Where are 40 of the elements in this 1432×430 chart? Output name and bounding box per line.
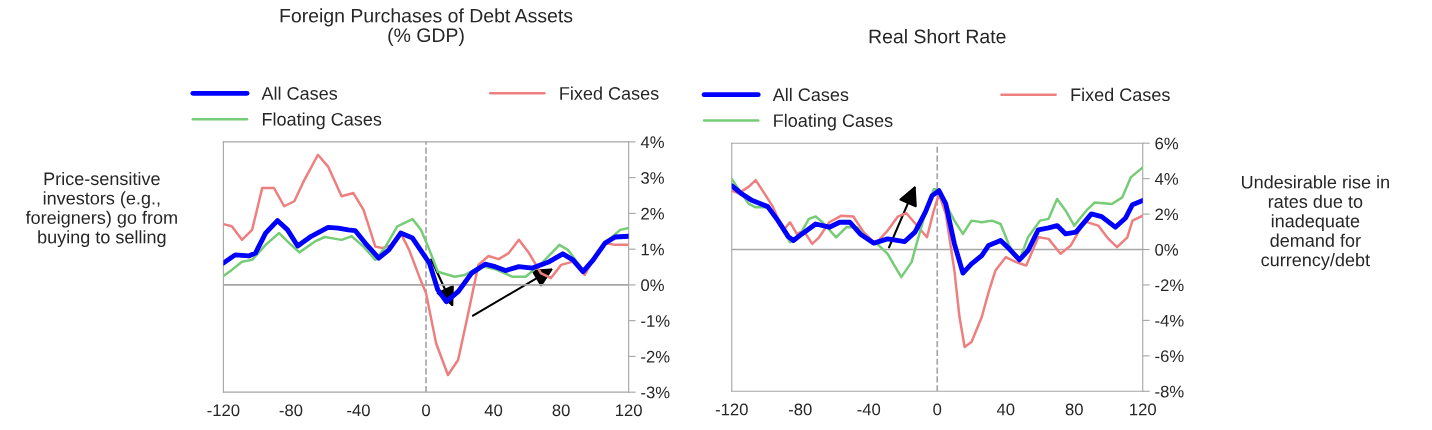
y-tick-label: -2% — [641, 350, 670, 363]
y-tick-label: -2% — [1155, 279, 1184, 292]
y-tick-label: -4% — [1155, 314, 1184, 327]
x-tick-label: -120 — [207, 404, 240, 417]
x-tick-label: 120 — [1130, 403, 1156, 416]
y-tick-label: 0% — [641, 279, 664, 292]
x-tick-label: -40 — [347, 404, 370, 417]
y-tick-label: 1% — [641, 243, 664, 256]
legend-label: All Cases — [772, 87, 849, 102]
text: Undesirable rise in rates due to inadequate demand for currency/debt — [1241, 175, 1389, 270]
x-tick-label: -120 — [715, 403, 748, 416]
chart-title: Real Short Rate — [869, 29, 1006, 44]
x-tick-label: -80 — [279, 404, 303, 417]
y-tick-label: -3% — [641, 386, 670, 399]
x-tick-label: 40 — [996, 403, 1015, 416]
x-tick-label: 120 — [616, 404, 642, 417]
legend-label: Fixed Cases — [560, 86, 659, 100]
legend-label: Floating Cases — [774, 113, 893, 131]
y-tick-label: -8% — [1155, 385, 1184, 398]
legend-label: All Cases — [261, 86, 338, 100]
text: Price-sensitive investors (e.g., foreigners) go from buying to selling — [25, 171, 177, 248]
x-tick-label: -40 — [857, 403, 881, 416]
x-tick-label: 40 — [484, 404, 503, 417]
y-tick-label: 0% — [1155, 243, 1179, 256]
x-tick-label: 80 — [1065, 403, 1083, 416]
y-tick-label: 3% — [641, 172, 664, 184]
y-tick-label: 2% — [641, 207, 664, 220]
legend-label: Fixed Cases — [1071, 87, 1170, 102]
y-tick-label: -1% — [641, 315, 670, 327]
y-tick-label: 2% — [1155, 208, 1179, 221]
chart-title: Foreign Purchases of Debt Assets (% GDP) — [280, 8, 573, 46]
x-tick-label: 0 — [422, 404, 430, 417]
y-tick-label: 4% — [1154, 173, 1179, 185]
legend-label: Floating Cases — [262, 112, 382, 130]
y-tick-label: -6% — [1155, 350, 1184, 363]
x-tick-label: 80 — [552, 404, 570, 417]
y-tick-label: 4% — [640, 136, 664, 149]
x-tick-label: 0 — [933, 403, 942, 416]
x-tick-label: -80 — [788, 403, 812, 416]
y-tick-label: 6% — [1155, 137, 1179, 150]
